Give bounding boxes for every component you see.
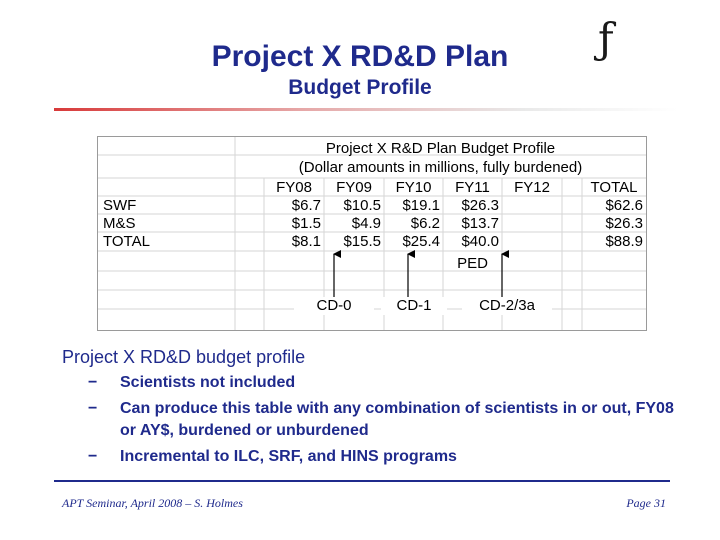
row-label-total: TOTAL (103, 233, 150, 250)
dash-icon: − (88, 448, 98, 465)
cell-ms-fy09: $4.9 (351, 215, 381, 232)
column-header-fy09: FY09 (336, 179, 372, 196)
column-header-fy11: FY11 (455, 179, 490, 196)
cell-swf-fy10: $19.1 (402, 197, 440, 214)
cell-ms-fy10: $6.2 (410, 215, 440, 232)
milestone-arrows (333, 250, 509, 299)
page-number: Page 31 (626, 496, 666, 510)
cell-total-fy08: $8.1 (291, 233, 321, 250)
fermilab-logo-icon: ƒ (598, 14, 614, 63)
bullet-item: − Can produce this table with any combina… (88, 400, 674, 439)
column-header-fy12: FY12 (514, 179, 550, 196)
bullet-main: Project X RD&D budget profile (62, 347, 306, 367)
footer-credit: APT Seminar, April 2008 – S. Holmes (62, 496, 243, 510)
milestone-cd0: CD-0 (294, 297, 374, 315)
cell-swf-fy09: $10.5 (343, 197, 381, 214)
column-header-fy08: FY08 (276, 179, 312, 196)
budget-table: Project X R&D Plan Budget Profile (Dolla… (97, 136, 647, 331)
column-header-fy10: FY10 (395, 179, 432, 196)
table-caption-line1: Project X R&D Plan Budget Profile (325, 140, 556, 157)
cell-ms-fy08: $1.5 (291, 215, 321, 232)
cell-ms-fy11: $13.7 (461, 215, 499, 232)
title-divider (54, 108, 678, 111)
bullet-list: Project X RD&D budget profile − Scientist… (62, 346, 682, 472)
bullet-item: − Incremental to ILC, SRF, and HINS progr… (62, 446, 682, 468)
cell-swf-total: $62.6 (605, 197, 643, 214)
cell-swf-fy08: $6.7 (291, 197, 321, 214)
dash-icon: − (88, 374, 98, 391)
cell-swf-fy11: $26.3 (461, 197, 499, 214)
table-caption-line2: (Dollar amounts in millions, fully burde… (298, 159, 583, 176)
slide-subtitle: Budget Profile (288, 76, 432, 99)
ped-label: PED (457, 255, 488, 272)
footer-divider (54, 480, 670, 482)
cell-total-fy10: $25.4 (402, 233, 440, 250)
row-label-swf: SWF (103, 197, 137, 214)
milestone-cd2-3a: CD-2/3a (462, 297, 552, 315)
cell-ms-total: $26.3 (605, 215, 643, 232)
cell-total-fy11: $40.0 (461, 233, 499, 250)
row-label-ms: M&S (103, 215, 136, 232)
cell-total-fy09: $15.5 (343, 233, 381, 250)
milestone-cd1: CD-1 (381, 297, 447, 315)
cell-total-total: $88.9 (605, 233, 643, 250)
dash-icon: − (88, 400, 98, 417)
column-header-total: TOTAL (590, 179, 638, 196)
slide-title: Project X RD&D Plan (211, 40, 509, 73)
bullet-item: − Scientists not included (62, 372, 682, 394)
